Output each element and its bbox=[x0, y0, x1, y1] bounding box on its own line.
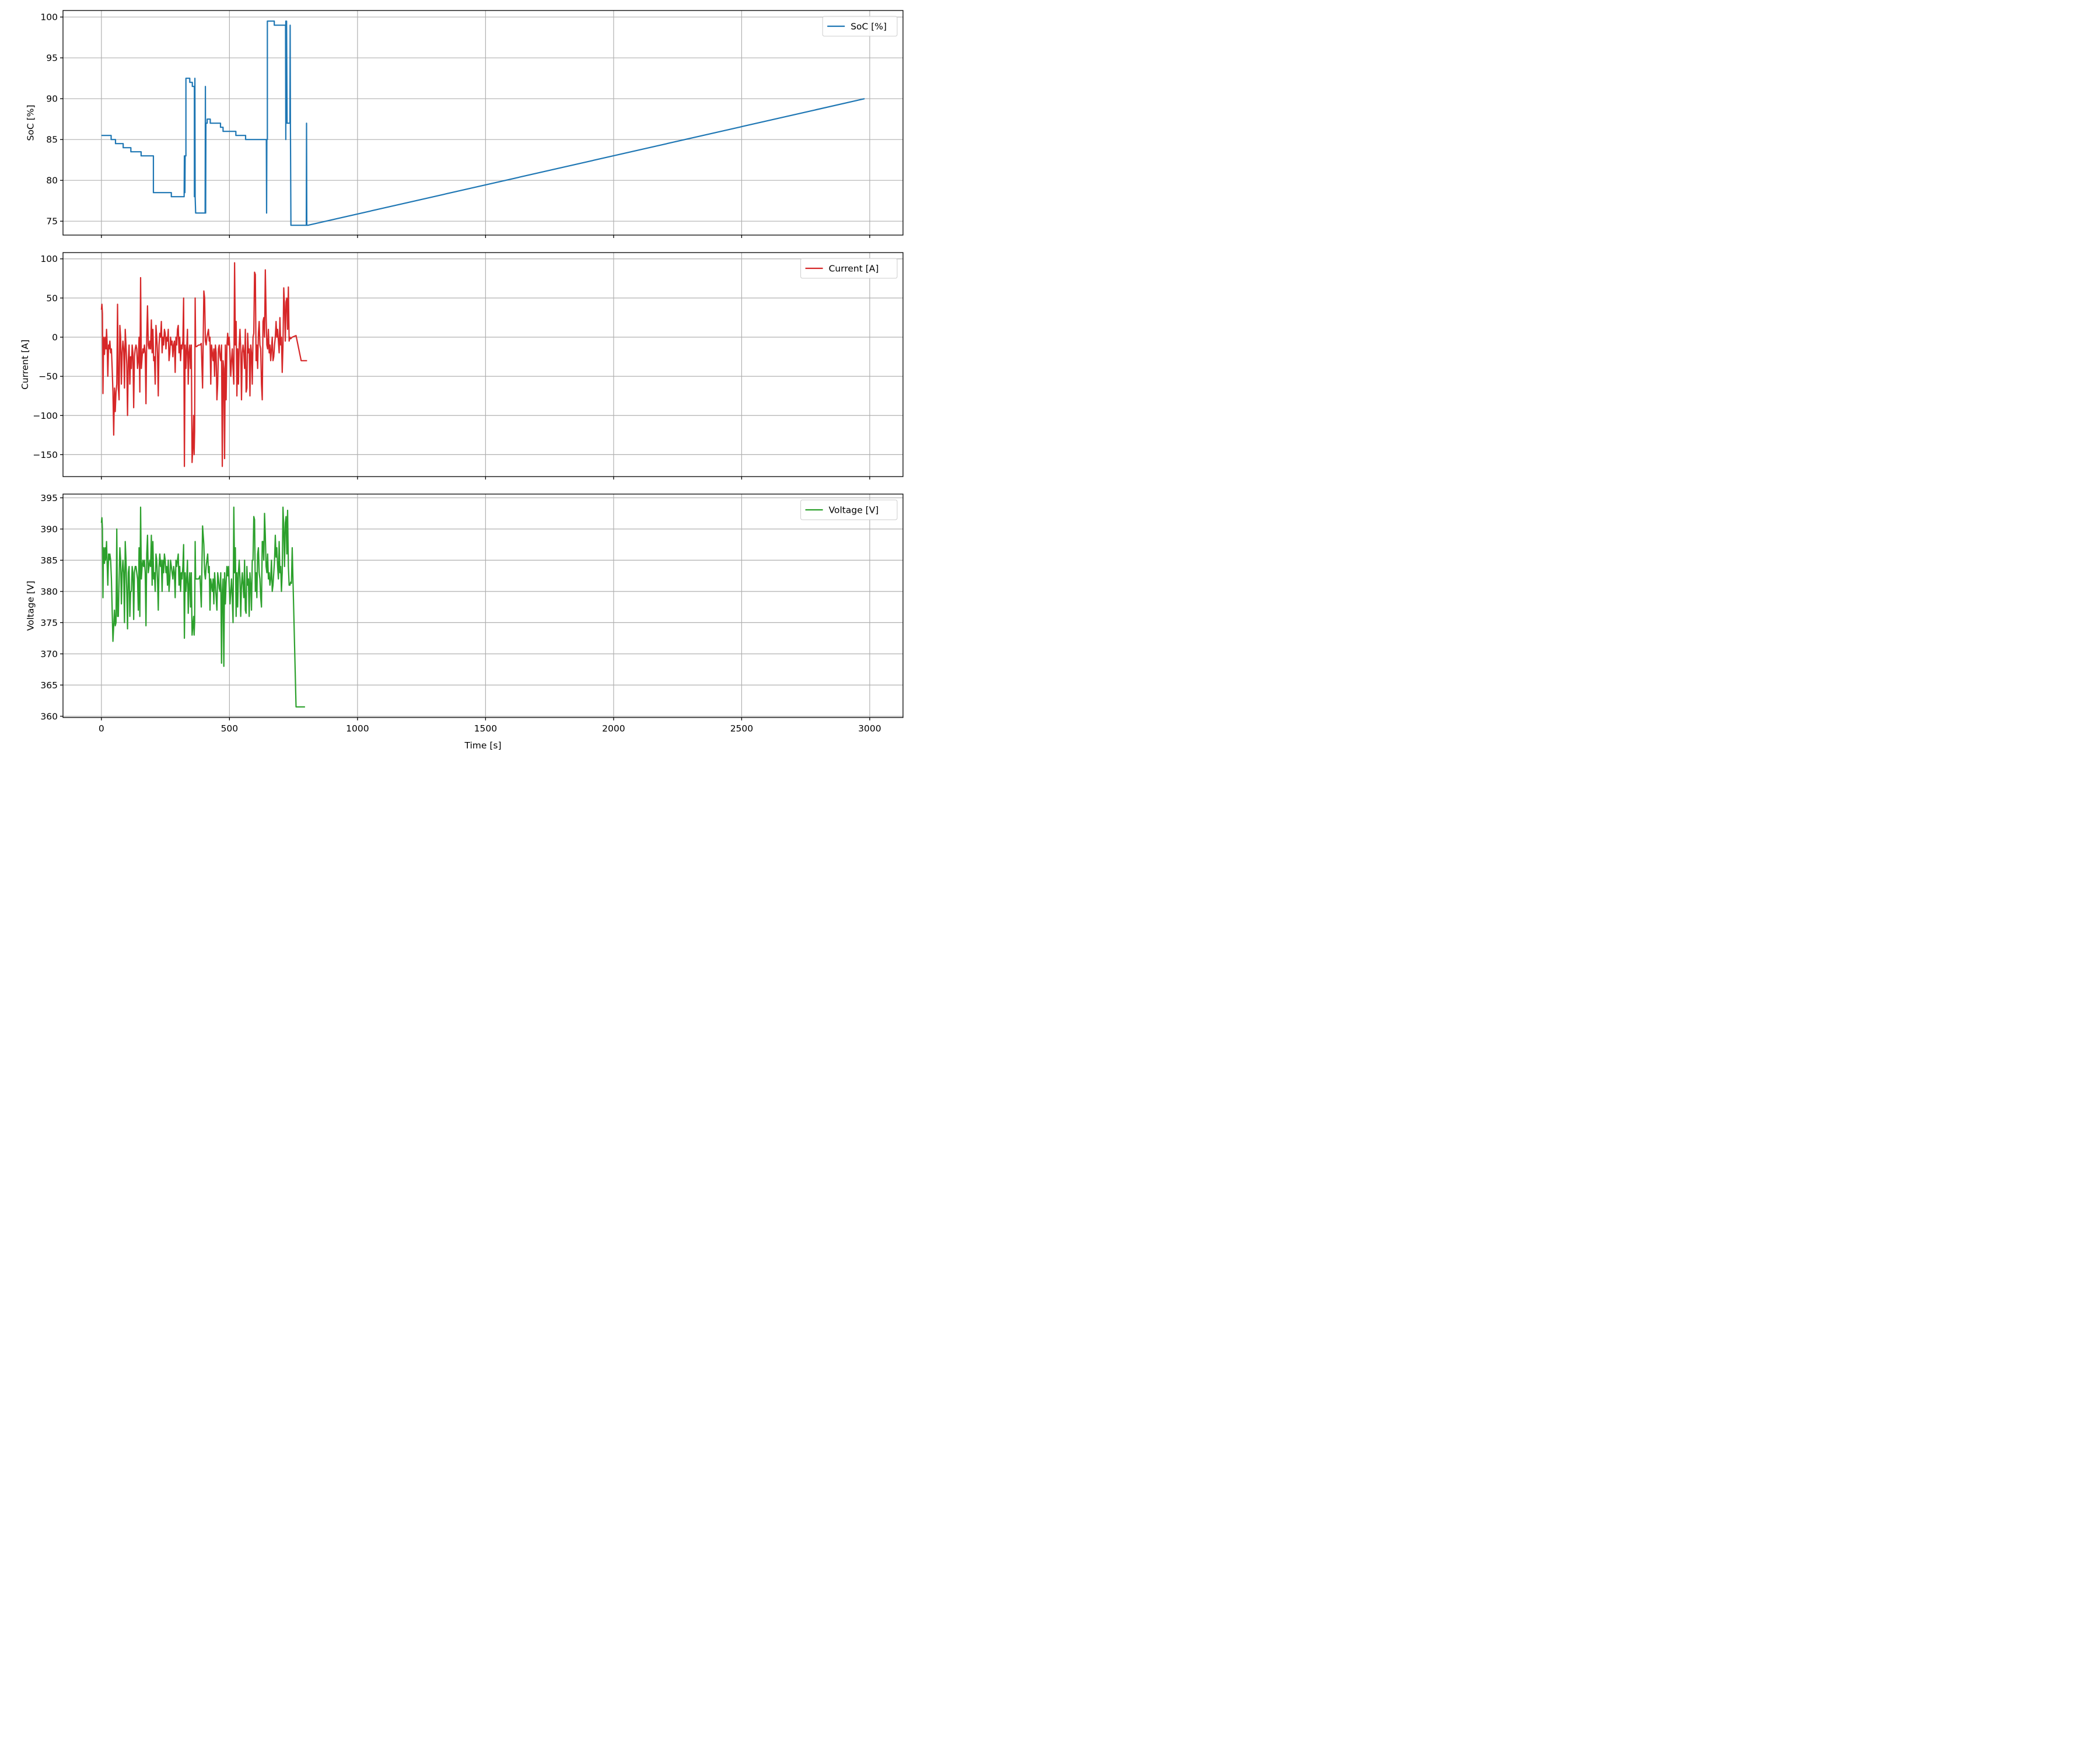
soc-y-axis-label: SoC [%] bbox=[26, 105, 36, 141]
voltage-legend-label: Voltage [V] bbox=[829, 505, 879, 516]
figure: 75 80 85 90 95 100 SoC [%] SoC [%] −150 −100 −50 0 5… bbox=[0, 0, 912, 758]
voltage-x-axis-label: Time [s] bbox=[464, 740, 501, 751]
voltage-x-tick-label: 2000 bbox=[602, 723, 625, 734]
voltage-x-tick-label: 1000 bbox=[346, 723, 369, 734]
voltage-x-tick-label: 1500 bbox=[474, 723, 497, 734]
current-series-line bbox=[100, 262, 307, 467]
current-grid bbox=[63, 253, 903, 477]
voltage-axes-frame bbox=[62, 494, 904, 718]
current-legend-box bbox=[800, 258, 898, 279]
voltage-y-tick-label: 385 bbox=[40, 555, 58, 566]
current-y-tick-label: −100 bbox=[33, 411, 58, 421]
current-axes-frame bbox=[62, 252, 904, 477]
voltage-legend-box bbox=[800, 499, 898, 520]
voltage-x-tick-label: 0 bbox=[99, 723, 104, 734]
soc-y-tick-label: 75 bbox=[46, 216, 58, 227]
current-legend: Current [A] bbox=[800, 258, 898, 279]
voltage-y-tick-label: 380 bbox=[40, 586, 58, 597]
soc-y-tick-label: 80 bbox=[46, 176, 58, 186]
soc-series-line bbox=[101, 20, 865, 226]
voltage-series-line bbox=[100, 506, 305, 708]
current-panel: −150 −100 −50 0 50 100 Current [A] Current [A] bbox=[20, 252, 904, 480]
voltage-y-tick-label: 375 bbox=[40, 618, 58, 628]
voltage-x-tick-label: 500 bbox=[221, 723, 239, 734]
voltage-y-axis-label: Voltage [V] bbox=[26, 581, 36, 631]
soc-legend: SoC [%] bbox=[822, 16, 898, 37]
soc-legend-label: SoC [%] bbox=[850, 22, 887, 32]
soc-y-tick-label: 90 bbox=[46, 94, 58, 104]
voltage-y-tick-label: 365 bbox=[40, 680, 58, 691]
current-y-tick-label: 50 bbox=[46, 293, 58, 303]
current-y-tick-label: −50 bbox=[38, 372, 58, 382]
figure-background bbox=[0, 0, 912, 758]
soc-axes-frame bbox=[62, 10, 904, 236]
voltage-y-tick-label: 370 bbox=[40, 649, 58, 659]
current-y-tick-label: 0 bbox=[52, 332, 58, 343]
voltage-x-tick-label: 2500 bbox=[730, 723, 753, 734]
current-legend-label: Current [A] bbox=[829, 264, 879, 274]
subplot-stack: 75 80 85 90 95 100 SoC [%] SoC [%] −150 −100 −50 0 5… bbox=[20, 10, 904, 751]
voltage-legend: Voltage [V] bbox=[800, 499, 898, 520]
soc-y-tick-label: 95 bbox=[46, 53, 58, 64]
soc-legend-box bbox=[822, 16, 898, 37]
soc-y-tick-label: 85 bbox=[46, 135, 58, 145]
voltage-y-tick-label: 395 bbox=[40, 493, 58, 503]
current-y-axis-label: Current [A] bbox=[20, 340, 30, 390]
current-y-tick-label: 100 bbox=[40, 254, 58, 264]
soc-panel: 75 80 85 90 95 100 SoC [%] SoC [%] bbox=[26, 10, 904, 238]
voltage-y-tick-label: 360 bbox=[40, 711, 58, 722]
soc-y-tick-label: 100 bbox=[40, 12, 58, 23]
voltage-x-tick-label: 3000 bbox=[858, 723, 881, 734]
soc-grid bbox=[63, 10, 903, 235]
voltage-y-tick-label: 390 bbox=[40, 524, 58, 534]
current-y-tick-label: −150 bbox=[33, 450, 58, 460]
voltage-panel: 0 500 1000 1500 2000 2500 3000 360 365 370 375 380 3… bbox=[26, 493, 904, 751]
